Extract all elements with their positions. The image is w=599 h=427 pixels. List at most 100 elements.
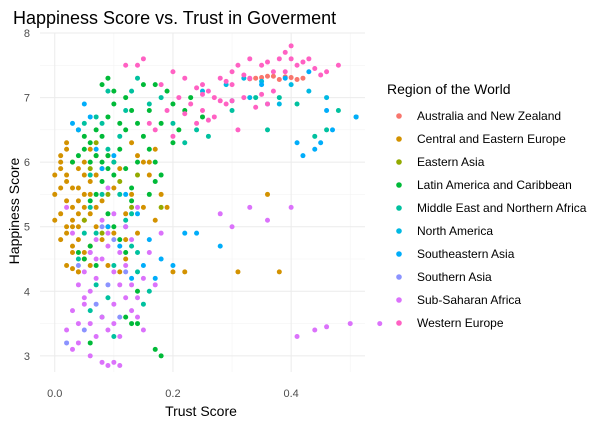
- data-point: [52, 172, 58, 178]
- data-point: [194, 127, 200, 133]
- data-point: [123, 262, 129, 268]
- data-point: [152, 146, 158, 152]
- data-point: [87, 166, 93, 172]
- data-point: [129, 243, 135, 249]
- data-point: [93, 204, 99, 210]
- y-tick-label: 5: [24, 222, 30, 234]
- data-point: [99, 198, 105, 204]
- data-point: [170, 140, 176, 146]
- data-point: [140, 56, 146, 62]
- data-point: [265, 217, 270, 223]
- data-point: [347, 321, 353, 327]
- data-point: [247, 56, 253, 62]
- data-point: [64, 140, 70, 146]
- data-point: [158, 230, 164, 236]
- data-point: [81, 191, 87, 197]
- data-point: [70, 243, 75, 249]
- data-point: [123, 269, 129, 275]
- data-point: [205, 117, 211, 123]
- data-point: [129, 211, 135, 217]
- data-point: [64, 172, 70, 178]
- data-point: [152, 179, 158, 185]
- x-axis-title: Trust Score: [165, 403, 237, 419]
- data-point: [318, 72, 324, 78]
- data-point: [111, 153, 117, 159]
- data-point: [123, 250, 129, 256]
- data-point: [146, 288, 152, 294]
- legend-key: [396, 136, 402, 142]
- data-point: [99, 359, 105, 365]
- data-point: [111, 159, 117, 165]
- data-point: [140, 133, 146, 139]
- data-point: [152, 217, 158, 223]
- data-point: [182, 140, 188, 146]
- data-point: [117, 146, 123, 152]
- data-point: [99, 179, 105, 185]
- data-point: [123, 107, 129, 113]
- data-point: [158, 120, 164, 126]
- data-point: [259, 82, 265, 88]
- data-point: [140, 204, 146, 210]
- data-point: [188, 95, 194, 101]
- data-point: [81, 250, 87, 256]
- data-point: [93, 237, 99, 243]
- data-point: [146, 172, 152, 178]
- data-point: [87, 243, 93, 249]
- data-point: [282, 75, 288, 81]
- data-point: [135, 62, 140, 68]
- data-point: [105, 282, 111, 288]
- data-point: [70, 217, 75, 223]
- data-point: [294, 62, 300, 68]
- data-point: [58, 159, 64, 165]
- data-point: [158, 172, 164, 178]
- data-point: [135, 230, 140, 236]
- data-point: [87, 179, 93, 185]
- data-point: [87, 140, 93, 146]
- data-point: [152, 282, 158, 288]
- data-point: [87, 159, 93, 165]
- y-tick-label: 4: [24, 286, 30, 298]
- data-point: [123, 217, 129, 223]
- data-point: [288, 56, 294, 62]
- data-point: [81, 120, 87, 126]
- data-point: [324, 69, 330, 75]
- data-point: [135, 295, 140, 301]
- data-point: [93, 224, 99, 230]
- data-point: [294, 76, 300, 82]
- data-point: [140, 275, 146, 281]
- data-point: [129, 88, 135, 94]
- data-point: [129, 204, 135, 210]
- data-point: [123, 62, 129, 68]
- data-point: [93, 256, 99, 262]
- data-point: [211, 114, 217, 120]
- data-point: [87, 262, 93, 268]
- data-point: [152, 82, 158, 88]
- legend-label: Southeastern Asia: [417, 247, 515, 261]
- data-point: [194, 85, 200, 91]
- data-point: [81, 269, 87, 275]
- data-point: [270, 73, 276, 79]
- data-point: [75, 256, 81, 262]
- data-point: [81, 327, 87, 333]
- data-point: [111, 230, 117, 236]
- data-point: [247, 95, 253, 101]
- data-point: [135, 75, 140, 81]
- data-point: [176, 127, 182, 133]
- data-point: [70, 159, 75, 165]
- data-point: [259, 62, 265, 68]
- legend-label: Middle East and Northern Africa: [417, 201, 587, 215]
- data-point: [111, 333, 117, 339]
- data-point: [70, 120, 75, 126]
- data-point: [170, 69, 176, 75]
- data-point: [229, 107, 235, 113]
- data-point: [75, 153, 81, 159]
- data-point: [87, 172, 93, 178]
- data-point: [75, 269, 81, 275]
- data-point: [158, 204, 164, 210]
- data-point: [129, 321, 135, 327]
- data-point: [123, 314, 129, 320]
- data-point: [135, 153, 140, 159]
- data-point: [377, 321, 383, 327]
- x-axis-ticks: 0.0 0.2 0.4: [47, 388, 299, 400]
- data-point: [111, 172, 117, 178]
